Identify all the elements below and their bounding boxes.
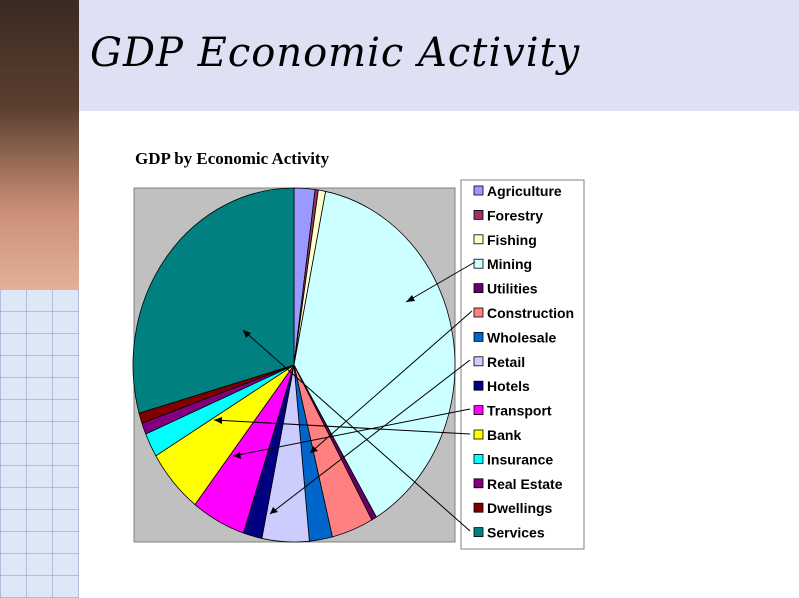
pie-slices (132, 187, 456, 543)
legend-label-transport: Transport (487, 403, 552, 419)
legend-label-wholesale: Wholesale (487, 329, 556, 345)
legend: Agriculture Forestry Fishing Mining Utilitie… (473, 183, 574, 541)
background-photo-hand-blueprint (0, 0, 79, 598)
legend-swatch-real-estate (473, 478, 484, 489)
arrow-heads (214, 295, 415, 514)
legend-label-real-estate: Real Estate (487, 476, 563, 492)
pie-slice-services (132, 187, 295, 414)
arrow-mining (405, 261, 476, 303)
legend-swatch-mining (473, 258, 484, 269)
legend-label-retail: Retail (487, 354, 525, 370)
legend-swatch-insurance (473, 453, 484, 464)
arrow-construction (309, 310, 473, 454)
legend-swatch-transport (473, 405, 484, 416)
legend-label-fishing: Fishing (487, 232, 537, 248)
legend-swatch-forestry (473, 209, 484, 220)
arrowhead-services (243, 330, 251, 338)
legend-label-insurance: Insurance (487, 451, 553, 467)
arrowhead-retail (270, 507, 278, 514)
legend-label-services: Services (487, 525, 545, 541)
legend-label-hotels: Hotels (487, 378, 530, 394)
legend-swatch-retail (473, 356, 484, 367)
legend-label-mining: Mining (487, 256, 532, 272)
title-band (79, 0, 799, 111)
legend-swatch-utilities (473, 283, 484, 294)
legend-swatch-hotels (473, 380, 484, 391)
blueprint-image (0, 290, 79, 598)
chart-title: GDP by Economic Activity (135, 149, 330, 168)
arrow-services (242, 329, 471, 532)
legend-swatch-construction (473, 307, 484, 318)
arrowhead-construction (310, 446, 318, 453)
legend-swatch-agriculture (473, 185, 484, 196)
legend-label-forestry: Forestry (487, 207, 543, 223)
arrow-retail (269, 359, 471, 515)
legend-label-agriculture: Agriculture (487, 183, 562, 199)
legend-label-dwellings: Dwellings (487, 500, 553, 516)
legend-swatch-services (473, 527, 484, 537)
arrow-bank (213, 419, 471, 435)
arrowhead-bank (214, 417, 222, 424)
slide-title: GDP Economic Activity (90, 30, 581, 76)
annotation-arrows (213, 261, 476, 532)
arrowhead-transport (233, 452, 241, 459)
legend-swatch-dwellings (473, 502, 484, 513)
legend-label-utilities: Utilities (487, 281, 538, 297)
legend-swatch-bank (473, 429, 484, 440)
legend-label-bank: Bank (487, 427, 521, 443)
arrow-transport (232, 408, 471, 457)
legend-swatch-fishing (473, 234, 484, 245)
legend-label-construction: Construction (487, 305, 574, 321)
arrowhead-mining (406, 295, 415, 302)
legend-swatch-wholesale (473, 331, 484, 342)
